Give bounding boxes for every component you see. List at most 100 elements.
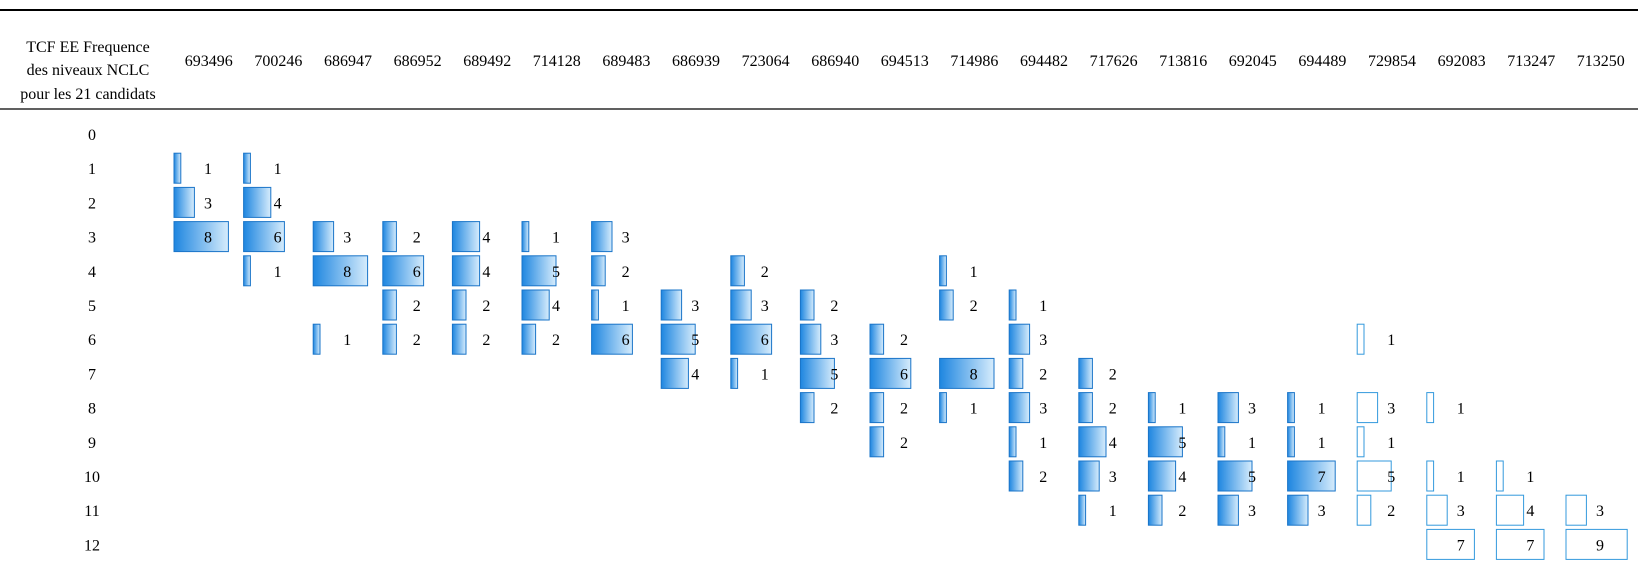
- frequency-bar: [1078, 460, 1100, 492]
- frequency-count: 2: [900, 435, 908, 452]
- frequency-count: 1: [1387, 332, 1395, 349]
- frequency-count: 3: [1248, 503, 1256, 520]
- table-title-line-2: des niveaux NCLC: [27, 62, 150, 79]
- frequency-bar: [451, 323, 467, 355]
- frequency-count: 2: [552, 332, 560, 349]
- frequency-count: 5: [552, 264, 560, 281]
- frequency-bar: [660, 323, 696, 355]
- frequency-bar: [591, 221, 613, 253]
- frequency-bar: [799, 289, 815, 321]
- column-header: 694489: [1298, 53, 1346, 70]
- frequency-count: 2: [900, 401, 908, 418]
- frequency-count: 4: [552, 298, 560, 315]
- frequency-bar: [243, 186, 272, 218]
- column-header: 686939: [672, 53, 720, 70]
- frequency-count: 8: [204, 230, 212, 247]
- frequency-bar: [1287, 392, 1295, 424]
- frequency-bar: [521, 323, 537, 355]
- column-header: 713250: [1577, 53, 1625, 70]
- frequency-count: 3: [1457, 503, 1465, 520]
- frequency-count: 3: [1596, 503, 1604, 520]
- frequency-bar: [451, 221, 481, 253]
- table-title-line-1: TCF EE Frequence: [26, 39, 150, 56]
- frequency-count: 1: [274, 161, 282, 178]
- frequency-count: 8: [343, 264, 351, 281]
- frequency-bar: [1147, 494, 1163, 526]
- frequency-bar: [730, 255, 745, 287]
- frequency-count: 1: [1318, 435, 1326, 452]
- frequency-bar: [1217, 426, 1226, 458]
- frequency-bar: [1008, 357, 1024, 389]
- level-label: 3: [88, 230, 96, 247]
- frequency-count: 4: [482, 230, 490, 247]
- column-header: 729854: [1368, 53, 1416, 70]
- frequency-bar: [243, 152, 251, 184]
- frequency-bar: [869, 426, 885, 458]
- column-header: 686952: [394, 53, 442, 70]
- level-label: 5: [88, 298, 96, 315]
- frequency-bar: [173, 186, 195, 218]
- frequency-bar: [1287, 460, 1336, 492]
- frequency-count: 3: [343, 230, 351, 247]
- frequency-count: 3: [761, 298, 769, 315]
- frequency-count: 1: [1387, 435, 1395, 452]
- frequency-bar: [1426, 392, 1435, 424]
- frequency-bar: [521, 255, 557, 287]
- frequency-bar: [1495, 494, 1525, 526]
- level-label: 10: [84, 469, 100, 486]
- frequency-bar: [451, 289, 467, 321]
- level-label: 11: [84, 503, 99, 520]
- frequency-bar: [173, 221, 229, 253]
- frequency-count: 7: [1457, 537, 1465, 554]
- frequency-bar: [1147, 460, 1177, 492]
- frequency-bar: [521, 221, 530, 253]
- frequency-count: 1: [204, 161, 212, 178]
- frequency-count: 1: [274, 264, 282, 281]
- frequency-count: 7: [1526, 537, 1534, 554]
- frequency-bar: [1287, 426, 1295, 458]
- frequency-count: 3: [1109, 469, 1117, 486]
- frequency-count: 1: [970, 264, 978, 281]
- frequency-bar: [799, 323, 822, 355]
- frequency-count: 3: [830, 332, 838, 349]
- level-label: 7: [88, 366, 96, 383]
- frequency-bar: [312, 323, 321, 355]
- frequency-count: 1: [1457, 469, 1465, 486]
- frequency-bar: [312, 255, 369, 287]
- column-header: 693496: [185, 53, 233, 70]
- frequency-count: 1: [1109, 503, 1117, 520]
- column-header: 686947: [324, 53, 372, 70]
- frequency-bar: [1078, 494, 1087, 526]
- frequency-count: 4: [1526, 503, 1534, 520]
- frequency-bar: [660, 357, 689, 389]
- frequency-bar: [660, 289, 683, 321]
- column-header: 689492: [463, 53, 511, 70]
- frequency-count: 6: [413, 264, 421, 281]
- frequency-count: 5: [691, 332, 699, 349]
- frequency-bar: [1008, 392, 1031, 424]
- frequency-bar: [1356, 323, 1365, 355]
- frequency-bar: [1147, 392, 1156, 424]
- frequency-bar: [869, 323, 885, 355]
- level-label: 4: [88, 264, 96, 281]
- column-header: 714128: [533, 53, 581, 70]
- frequency-count: 2: [482, 332, 490, 349]
- frequency-count: 4: [1109, 435, 1117, 452]
- frequency-bar: [1356, 494, 1372, 526]
- frequency-bar: [869, 392, 885, 424]
- frequency-count: 2: [830, 401, 838, 418]
- frequency-bar: [1426, 460, 1435, 492]
- frequency-count: 5: [830, 366, 838, 383]
- frequency-bar: [243, 221, 285, 253]
- frequency-count: 1: [622, 298, 630, 315]
- frequency-bar: [591, 323, 633, 355]
- frequency-count: 2: [1109, 401, 1117, 418]
- frequency-count: 6: [622, 332, 630, 349]
- frequency-count: 2: [413, 298, 421, 315]
- frequency-count: 6: [274, 230, 282, 247]
- frequency-bar: [382, 323, 397, 355]
- frequency-count: 3: [1248, 401, 1256, 418]
- frequency-bar: [312, 221, 335, 253]
- column-header: 694513: [881, 53, 929, 70]
